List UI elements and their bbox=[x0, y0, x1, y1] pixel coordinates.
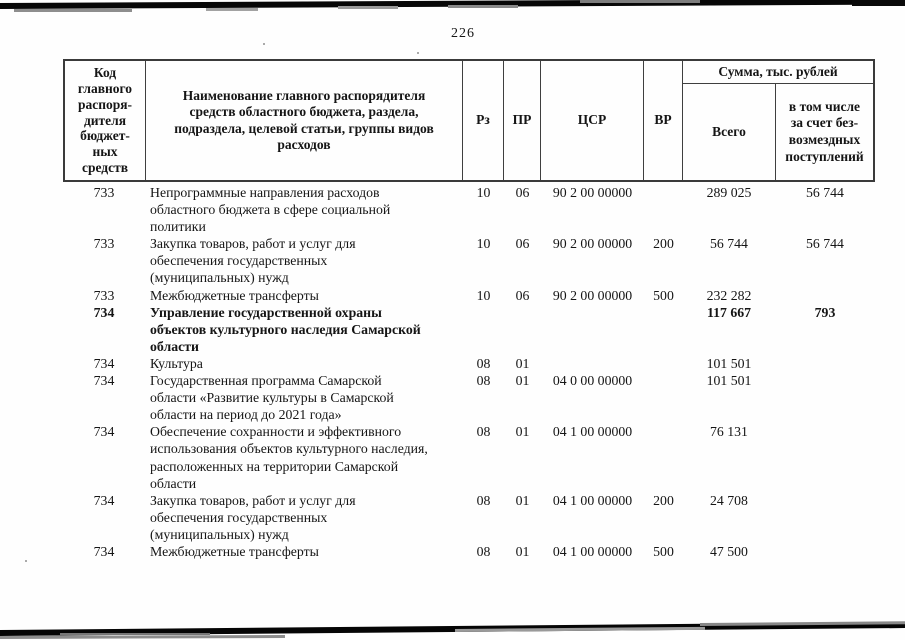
cell-pr: 01 bbox=[515, 543, 530, 559]
scan-artifact-smudge bbox=[338, 6, 398, 9]
budget-table: Код главного распоря- дителя бюджет- ных… bbox=[63, 59, 875, 560]
cell-csr: 04 1 00 00000 bbox=[552, 424, 633, 440]
cell-total: 101 501 bbox=[706, 373, 752, 389]
cell-name: Культура bbox=[150, 355, 203, 371]
table-row: 734 Культура 08 01 101 501 bbox=[63, 355, 875, 372]
header-cell-name: Наименование главного распорядителя сред… bbox=[146, 61, 463, 180]
cell-pr: 01 bbox=[515, 424, 530, 440]
header-cell-csr: ЦСР bbox=[541, 61, 644, 180]
cell-name: Закупка товаров, работ и услуг для обесп… bbox=[150, 492, 356, 542]
cell-pr: 06 bbox=[515, 236, 530, 252]
table-row: 734 Межбюджетные трансферты 08 01 04 1 0… bbox=[63, 543, 875, 560]
scan-artifact-smudge bbox=[580, 0, 700, 3]
cell-name: Непрограммные направления расходов облас… bbox=[150, 185, 391, 235]
header-cell-rz: Рз bbox=[463, 61, 504, 180]
cell-name: Обеспечение сохранности и эффективного и… bbox=[150, 424, 428, 491]
scan-speck bbox=[417, 52, 419, 54]
cell-rz: 10 bbox=[476, 236, 491, 252]
scan-speck bbox=[25, 560, 27, 562]
cell-rz: 10 bbox=[476, 185, 491, 200]
table-header: Код главного распоря- дителя бюджет- ных… bbox=[63, 59, 875, 182]
cell-code: 733 bbox=[93, 236, 115, 252]
table-body: 733 Непрограммные направления расходов о… bbox=[63, 184, 875, 560]
cell-pr: 01 bbox=[515, 373, 530, 389]
header-cell-pr: ПР bbox=[504, 61, 541, 180]
cell-code: 734 bbox=[93, 355, 115, 371]
cell-total: 76 131 bbox=[710, 424, 748, 440]
cell-vr: 200 bbox=[653, 236, 674, 252]
cell-csr: 90 2 00 00000 bbox=[552, 185, 633, 200]
cell-gratuitous: 56 744 bbox=[806, 185, 844, 200]
cell-pr: 06 bbox=[515, 185, 530, 200]
scan-artifact-smudge bbox=[454, 626, 706, 632]
cell-name: Межбюджетные трансферты bbox=[150, 543, 319, 559]
cell-code: 734 bbox=[93, 492, 115, 508]
cell-gratuitous: 56 744 bbox=[806, 236, 844, 252]
cell-total: 101 501 bbox=[706, 355, 752, 371]
header-cell-code: Код главного распоря- дителя бюджет- ных… bbox=[65, 61, 146, 180]
cell-code: 734 bbox=[93, 543, 115, 559]
cell-rz: 08 bbox=[476, 492, 491, 508]
table-row: 733 Закупка товаров, работ и услуг для о… bbox=[63, 235, 875, 286]
scan-artifact-smudge bbox=[206, 8, 258, 11]
cell-csr: 04 0 00 00000 bbox=[552, 373, 633, 389]
table-row: 734 Обеспечение сохранности и эффективно… bbox=[63, 423, 875, 491]
cell-rz: 10 bbox=[476, 287, 491, 303]
cell-name: Управление государственной охраны объект… bbox=[150, 304, 421, 354]
cell-code: 734 bbox=[93, 304, 115, 320]
header-group-sum: Сумма, тыс. рублей Всего в том числе за … bbox=[683, 61, 873, 180]
header-cell-total: Всего bbox=[683, 84, 776, 180]
header-cell-vr: ВР bbox=[644, 61, 683, 180]
scan-artifact-smudge bbox=[699, 621, 905, 626]
table-row-section: 734 Управление государственной охраны об… bbox=[63, 304, 875, 355]
cell-total: 47 500 bbox=[710, 543, 748, 559]
table-row: 733 Непрограммные направления расходов о… bbox=[63, 184, 875, 235]
scan-artifact-top-bar bbox=[0, 0, 905, 9]
cell-name: Закупка товаров, работ и услуг для обесп… bbox=[150, 236, 356, 286]
cell-total: 117 667 bbox=[706, 304, 752, 320]
cell-csr: 90 2 00 00000 bbox=[552, 287, 633, 303]
cell-pr: 06 bbox=[515, 287, 530, 303]
scan-artifact-smudge bbox=[14, 9, 132, 12]
cell-rz: 08 bbox=[476, 543, 491, 559]
cell-csr: 90 2 00 00000 bbox=[552, 236, 633, 252]
cell-name: Государственная программа Самарской обла… bbox=[150, 373, 394, 423]
cell-total: 24 708 bbox=[710, 492, 748, 508]
cell-rz: 08 bbox=[476, 355, 491, 371]
header-cell-gratuitous: в том числе за счет без- возмездных пост… bbox=[785, 98, 864, 164]
header-cell-sum-title: Сумма, тыс. рублей bbox=[683, 61, 873, 84]
scan-artifact-smudge bbox=[852, 0, 905, 6]
scan-artifact-smudge bbox=[60, 633, 210, 635]
cell-total: 232 282 bbox=[706, 287, 752, 303]
cell-gratuitous: 793 bbox=[814, 304, 836, 320]
cell-code: 733 bbox=[93, 287, 115, 303]
cell-vr: 200 bbox=[653, 492, 674, 508]
cell-vr: 500 bbox=[653, 287, 674, 303]
table-row: 733 Межбюджетные трансферты 10 06 90 2 0… bbox=[63, 287, 875, 304]
cell-pr: 01 bbox=[515, 355, 530, 371]
page-number: 226 bbox=[451, 26, 475, 41]
cell-pr: 01 bbox=[515, 492, 530, 508]
cell-rz: 08 bbox=[476, 373, 491, 389]
table-row: 734 Закупка товаров, работ и услуг для о… bbox=[63, 492, 875, 543]
scan-artifact-smudge bbox=[0, 635, 286, 639]
scan-speck bbox=[263, 43, 265, 45]
cell-code: 733 bbox=[93, 185, 115, 200]
cell-rz: 08 bbox=[476, 424, 491, 440]
cell-csr: 04 1 00 00000 bbox=[552, 492, 633, 508]
cell-csr: 04 1 00 00000 bbox=[552, 543, 633, 559]
cell-code: 734 bbox=[93, 373, 115, 389]
scan-artifact-bottom-bar bbox=[0, 621, 905, 636]
cell-name: Межбюджетные трансферты bbox=[150, 287, 319, 303]
scan-artifact-smudge bbox=[448, 5, 518, 8]
cell-total: 56 744 bbox=[710, 236, 748, 252]
cell-code: 734 bbox=[93, 424, 115, 440]
cell-total: 289 025 bbox=[706, 185, 752, 200]
table-row: 734 Государственная программа Самарской … bbox=[63, 372, 875, 423]
cell-vr: 500 bbox=[653, 543, 674, 559]
